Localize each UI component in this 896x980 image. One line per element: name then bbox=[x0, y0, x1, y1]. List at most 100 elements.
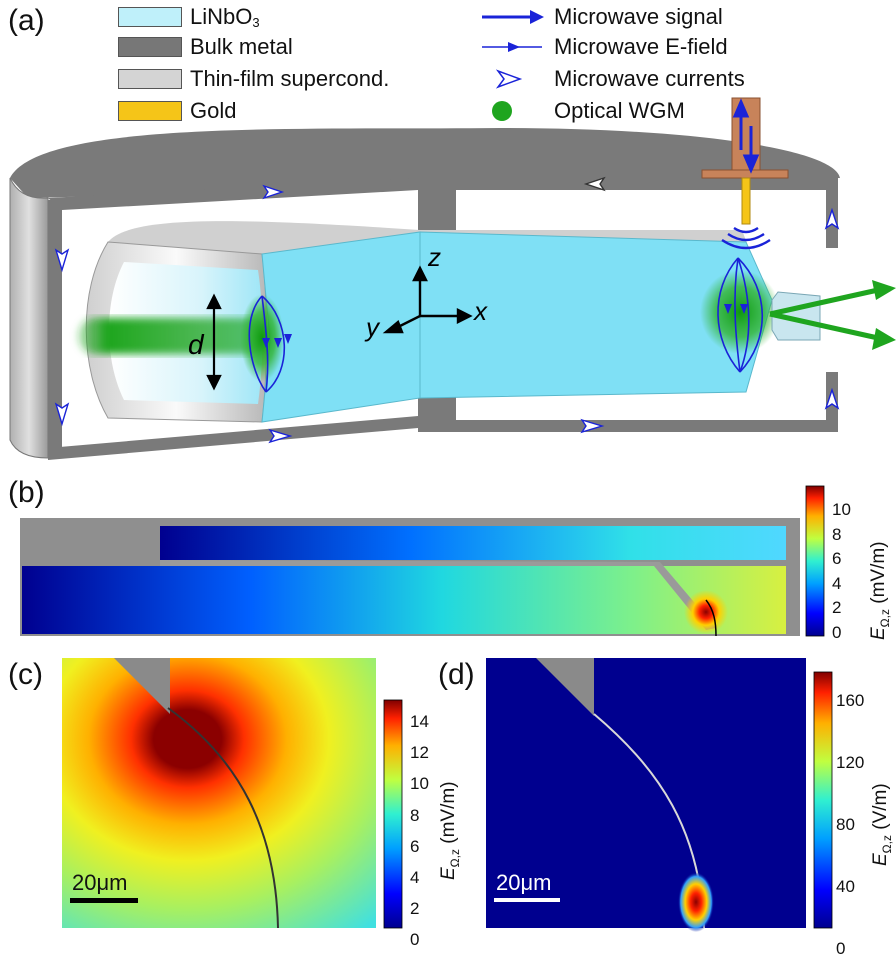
legend-label-microwave-signal: Microwave signal bbox=[554, 4, 723, 29]
housing-outer-wall bbox=[9, 177, 49, 459]
c-tick: 12 bbox=[410, 743, 429, 763]
panel-label-d: (d) bbox=[438, 658, 475, 691]
thin-arrow-icon bbox=[482, 42, 542, 52]
d-colorbar bbox=[813, 671, 833, 929]
c-scalebar bbox=[70, 898, 138, 903]
coordinate-axes bbox=[382, 265, 473, 334]
legend-item-gold: Gold bbox=[118, 98, 236, 124]
microwave-waves bbox=[721, 226, 771, 250]
frame-center bbox=[418, 178, 456, 236]
legend-item-microwave-signal: Microwave signal bbox=[480, 4, 723, 30]
d-metal-tip bbox=[536, 658, 594, 716]
efield-lines-right bbox=[717, 257, 764, 373]
frame-right-top bbox=[456, 178, 838, 190]
d-tick: 40 bbox=[836, 877, 855, 896]
supercond-ring-top bbox=[108, 221, 420, 254]
c-tick: 14 bbox=[410, 712, 429, 731]
optical-wgm-spot-right bbox=[700, 270, 780, 354]
legend-label-bulk-metal: Bulk metal bbox=[190, 34, 293, 59]
current-arrows bbox=[54, 176, 840, 444]
c-scalebar-label: 20μm bbox=[72, 870, 128, 895]
dimension-d bbox=[206, 293, 222, 391]
axis-label-x: x bbox=[472, 296, 488, 326]
legend-label-microwave-currents: Microwave currents bbox=[554, 66, 745, 91]
c-tick: 10 bbox=[410, 774, 429, 794]
legend-label-microwave-efield: Microwave E-field bbox=[554, 34, 728, 59]
optical-wgm-beam-left bbox=[78, 318, 268, 354]
b-housing bbox=[20, 518, 800, 636]
thick-arrow-icon bbox=[482, 10, 544, 24]
b-upper-region bbox=[160, 526, 786, 560]
b-tick: 6 bbox=[832, 549, 842, 568]
d-colorbar-label: EΩ,z (V/m) bbox=[870, 783, 894, 866]
output-beams bbox=[769, 287, 879, 341]
output-arrow-down-icon bbox=[872, 328, 896, 350]
d-colorbar-ticks: 160 120 80 40 0 bbox=[836, 670, 864, 980]
d-tick: 0 bbox=[836, 939, 846, 958]
axis-label-z: z bbox=[427, 242, 441, 272]
hollow-arrow-icon bbox=[495, 69, 523, 89]
c-tick: 4 bbox=[410, 868, 420, 888]
legend-item-microwave-efield: Microwave E-field bbox=[480, 34, 728, 60]
d-boundary-curve bbox=[593, 713, 705, 929]
gold-swatch bbox=[118, 101, 182, 121]
resonator-diagram: z x y d bbox=[9, 97, 896, 460]
b-colorbar-label: EΩ,z (mV/m) bbox=[868, 541, 892, 640]
c-colorbar bbox=[383, 699, 403, 929]
legend-sub-linbo3: 3 bbox=[252, 15, 260, 30]
microwave-signal-arrows bbox=[732, 98, 760, 174]
copper-flange bbox=[701, 169, 789, 179]
b-tick: 10 bbox=[832, 500, 851, 519]
c-tick: 6 bbox=[410, 836, 420, 856]
panel-label-c: (c) bbox=[8, 658, 43, 691]
green-dot-icon bbox=[492, 101, 512, 121]
axis-label-y: y bbox=[364, 312, 381, 342]
d-tick: 80 bbox=[836, 815, 855, 834]
b-tick: 0 bbox=[832, 622, 842, 642]
b-tick: 4 bbox=[832, 573, 842, 593]
output-arrow-up-icon bbox=[872, 280, 896, 300]
b-boundary-curve bbox=[705, 599, 717, 637]
c-colorbar-ticks: 14 12 10 8 6 4 2 0 bbox=[410, 706, 429, 956]
b-colorbar-ticks: 10 8 6 4 2 0 bbox=[832, 498, 851, 645]
legend-item-bulk-metal: Bulk metal bbox=[118, 34, 293, 60]
b-tick: 8 bbox=[832, 524, 842, 544]
legend-item-microwave-currents: Microwave currents bbox=[480, 66, 745, 92]
b-supercond-strip bbox=[160, 560, 716, 630]
c-tick: 8 bbox=[410, 805, 420, 825]
legend-item-optical-wgm: Optical WGM bbox=[480, 98, 685, 124]
legend-item-linbo3: LiNbO 3 bbox=[118, 4, 260, 30]
frame-left-top bbox=[48, 178, 418, 210]
legend-label-linbo3: LiNbO bbox=[190, 4, 253, 29]
panel-label-b: (b) bbox=[8, 476, 45, 509]
d-scalebar bbox=[494, 898, 560, 902]
b-lower-region bbox=[22, 566, 786, 634]
c-metal-tip bbox=[114, 658, 170, 714]
c-colorbar-label: EΩ,z (mV/m) bbox=[438, 781, 462, 880]
b-tick: 2 bbox=[832, 598, 842, 617]
legend-label-supercond: Thin-film supercond. bbox=[190, 66, 390, 91]
dimension-label-d: d bbox=[188, 329, 205, 360]
legend-item-supercond: Thin-film supercond. bbox=[118, 66, 389, 92]
legend-label-gold: Gold bbox=[190, 98, 237, 123]
efield-lines-left bbox=[248, 295, 292, 393]
legend-label-optical-wgm: Optical WGM bbox=[554, 98, 685, 123]
frame-right-bottom bbox=[456, 420, 838, 432]
c-boundary-curve bbox=[167, 707, 279, 929]
frame-left-side bbox=[48, 200, 62, 458]
linbo3-swatch bbox=[118, 7, 182, 27]
c-tick: 2 bbox=[410, 899, 420, 919]
b-hotspot bbox=[684, 590, 728, 634]
d-hotspot bbox=[678, 872, 714, 932]
d-tick: 160 bbox=[836, 691, 865, 710]
panel-label-a: (a) bbox=[8, 4, 45, 37]
supercond-swatch bbox=[118, 69, 182, 89]
d-tick: 120 bbox=[836, 753, 865, 772]
c-tick: 0 bbox=[410, 930, 420, 950]
frame-center-low bbox=[418, 396, 456, 432]
d-scalebar-label: 20μm bbox=[496, 870, 552, 895]
bulk-metal-swatch bbox=[118, 37, 182, 57]
frame-left-bottom bbox=[48, 416, 418, 460]
b-colorbar bbox=[805, 485, 825, 637]
housing-lid bbox=[10, 128, 840, 178]
